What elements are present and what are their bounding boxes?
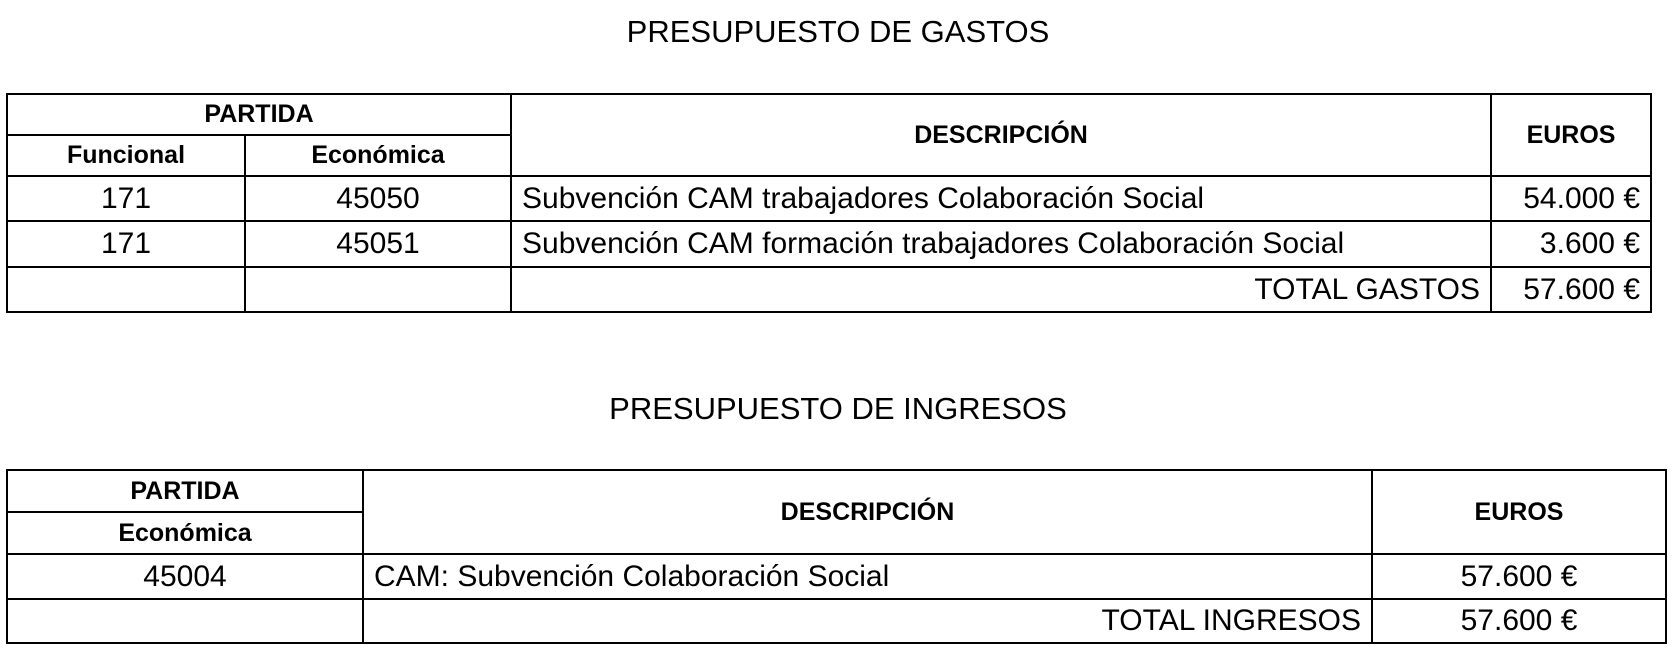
header-euros: EUROS [1371, 469, 1667, 555]
cell-economica: 45051 [243, 220, 513, 268]
empty-cell [243, 266, 513, 313]
total-row: TOTAL INGRESOS 57.600 € [6, 598, 1667, 644]
cell-descripcion: Subvención CAM trabajadores Colaboración… [510, 175, 1493, 222]
empty-cell [6, 598, 364, 644]
gastos-table: PARTIDA DESCRIPCIÓN EUROS Funcional Econ… [5, 93, 1653, 313]
cell-funcional: 171 [6, 220, 246, 268]
cell-descripcion: CAM: Subvención Colaboración Social [362, 553, 1373, 600]
header-economica: Económica [243, 134, 513, 177]
cell-economica: 45050 [243, 175, 513, 222]
header-economica: Económica [6, 511, 364, 555]
header-euros: EUROS [1490, 93, 1653, 177]
header-descripcion: DESCRIPCIÓN [510, 93, 1493, 177]
ingresos-table: PARTIDA DESCRIPCIÓN EUROS Económica 4500… [6, 469, 1667, 644]
total-row: TOTAL GASTOS 57.600 € [6, 266, 1653, 313]
cell-descripcion: Subvención CAM formación trabajadores Co… [510, 220, 1493, 268]
header-partida: PARTIDA [6, 469, 364, 513]
cell-euros: 57.600 € [1371, 553, 1667, 600]
cell-funcional: 171 [6, 175, 246, 222]
cell-economica: 45004 [6, 553, 364, 600]
total-value: 57.600 € [1371, 598, 1667, 644]
cell-euros: 3.600 € [1490, 220, 1653, 268]
header-funcional: Funcional [6, 134, 246, 177]
empty-cell [6, 266, 246, 313]
ingresos-title: PRESUPUESTO DE INGRESOS [609, 391, 1067, 426]
total-label: TOTAL INGRESOS [362, 598, 1373, 644]
table-row: 171 45051 Subvención CAM formación traba… [6, 220, 1653, 268]
header-descripcion: DESCRIPCIÓN [362, 469, 1373, 555]
total-label: TOTAL GASTOS [510, 266, 1493, 313]
header-partida: PARTIDA [5, 93, 513, 136]
table-row: 171 45050 Subvención CAM trabajadores Co… [6, 175, 1653, 222]
total-value: 57.600 € [1490, 266, 1653, 313]
cell-euros: 54.000 € [1490, 175, 1653, 222]
table-row: 45004 CAM: Subvención Colaboración Socia… [6, 553, 1667, 600]
gastos-title: PRESUPUESTO DE GASTOS [626, 14, 1050, 49]
